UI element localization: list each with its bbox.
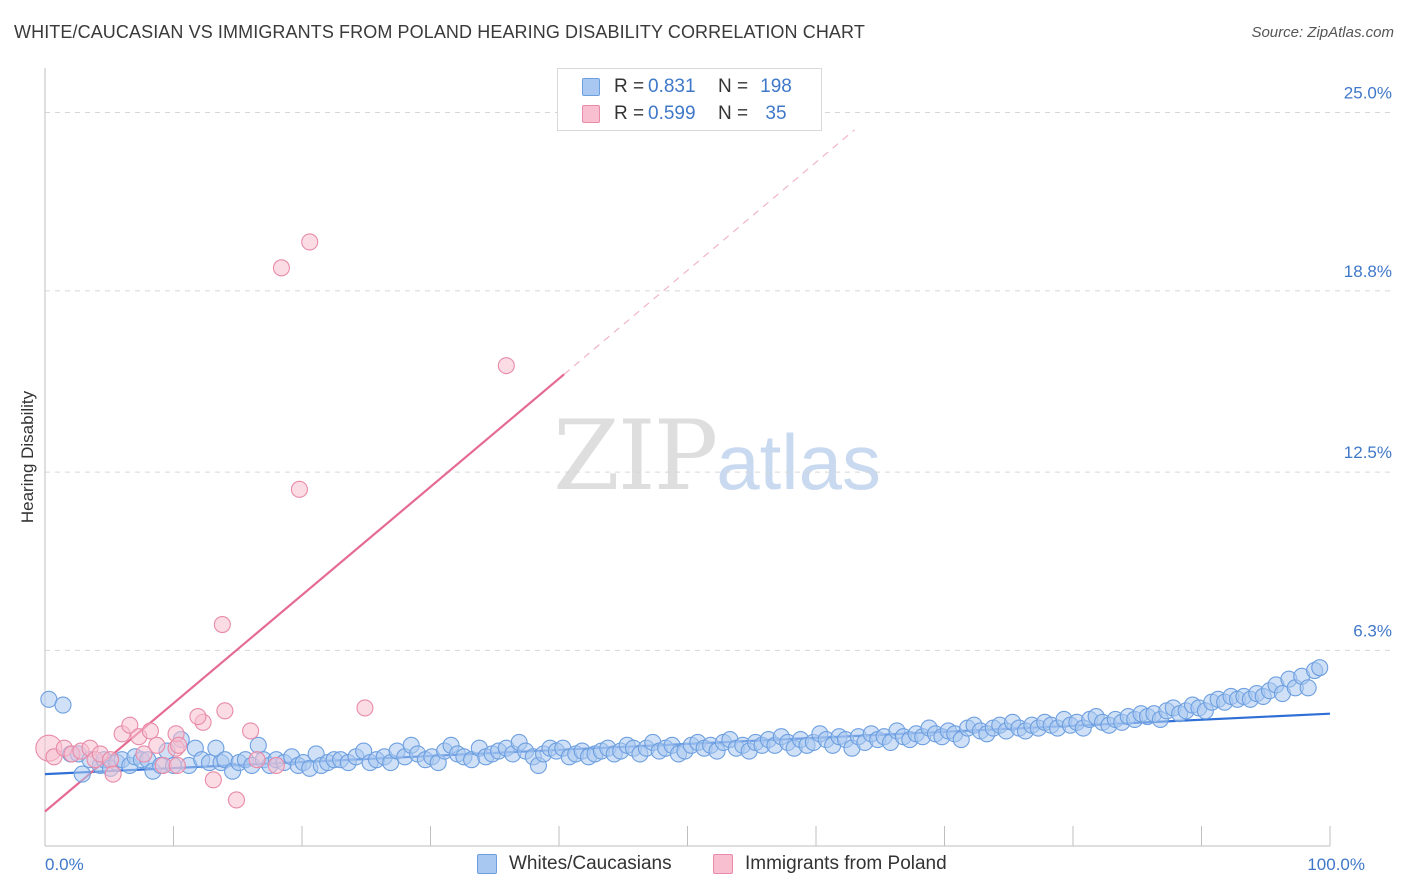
point-poland	[189, 708, 207, 726]
legend-swatch-poland	[582, 105, 600, 123]
tick-labels: 6.3% 12.5% 18.8% 25.0% 0.0% 100.0% Hearing Dis…	[18, 84, 1392, 874]
watermark: ZIPatlas	[553, 400, 881, 512]
legend-row-poland: R = 0.599 N = 35	[582, 102, 796, 126]
point-poland	[267, 756, 285, 775]
point-poland	[227, 791, 246, 809]
grid-lines	[45, 112, 1392, 651]
point-poland	[301, 233, 319, 251]
legend-r-value: 0.599	[648, 103, 696, 124]
point-whites	[73, 765, 91, 783]
point-poland	[272, 259, 290, 277]
point-poland	[497, 357, 515, 375]
point-whites	[249, 736, 267, 754]
watermark-atlas: atlas	[716, 418, 881, 506]
legend-r-label: R =	[614, 103, 645, 124]
y-tick-label: 25.0%	[1344, 84, 1392, 103]
bottom-legend-poland: Immigrants from Poland	[713, 852, 947, 876]
bottom-legend-swatch-whites	[477, 854, 497, 874]
legend-row-whites: R = 0.831 N = 198	[582, 75, 796, 99]
point-poland	[216, 702, 234, 720]
trend-extension-poland	[563, 129, 855, 375]
legend-n-label: N =	[718, 76, 749, 97]
point-poland	[168, 756, 186, 775]
legend-n-label: N =	[718, 103, 749, 124]
legend: R = 0.831 N = 198 R = 0.599 N = 35	[557, 68, 822, 131]
watermark-zip: ZIP	[553, 400, 718, 512]
point-poland	[135, 745, 153, 763]
point-poland	[242, 722, 260, 740]
bottom-legend-label-whites: Whites/Caucasians	[509, 853, 672, 874]
point-poland	[170, 736, 188, 754]
point-poland	[101, 751, 120, 769]
point-poland	[148, 736, 166, 754]
point-poland	[248, 751, 266, 769]
chart-title: WHITE/CAUCASIAN VS IMMIGRANTS FROM POLAN…	[14, 22, 865, 42]
point-poland	[104, 765, 122, 783]
bottom-legend-swatch-poland	[713, 854, 733, 874]
legend-swatch-whites	[582, 78, 600, 96]
legend-n-value: 198	[760, 76, 792, 97]
bottom-legend-label-poland: Immigrants from Poland	[745, 853, 947, 874]
point-whites	[1311, 659, 1329, 677]
x-tick-label: 100.0%	[1307, 855, 1365, 874]
point-poland	[213, 615, 231, 634]
y-tick-label: 18.8%	[1344, 262, 1392, 281]
legend-n-value: 35	[765, 103, 787, 124]
point-poland	[356, 699, 374, 717]
legend-r-value: 0.831	[648, 76, 696, 97]
legend-r-label: R =	[614, 76, 645, 97]
data-points	[35, 233, 1329, 809]
bottom-legend-whites: Whites/Caucasians	[477, 852, 672, 876]
point-poland	[290, 480, 308, 498]
y-tick-label: 6.3%	[1353, 621, 1392, 640]
point-poland	[204, 771, 222, 789]
x-tick-label: 0.0%	[45, 855, 84, 874]
y-tick-label: 12.5%	[1344, 443, 1392, 462]
point-poland	[141, 722, 159, 740]
point-whites	[54, 696, 72, 714]
axes	[44, 68, 1331, 847]
y-axis-title: Hearing Disability	[18, 390, 37, 523]
point-whites	[1299, 679, 1317, 697]
point-poland	[121, 716, 139, 734]
source-label[interactable]: Source: ZipAtlas.com	[1251, 24, 1394, 41]
